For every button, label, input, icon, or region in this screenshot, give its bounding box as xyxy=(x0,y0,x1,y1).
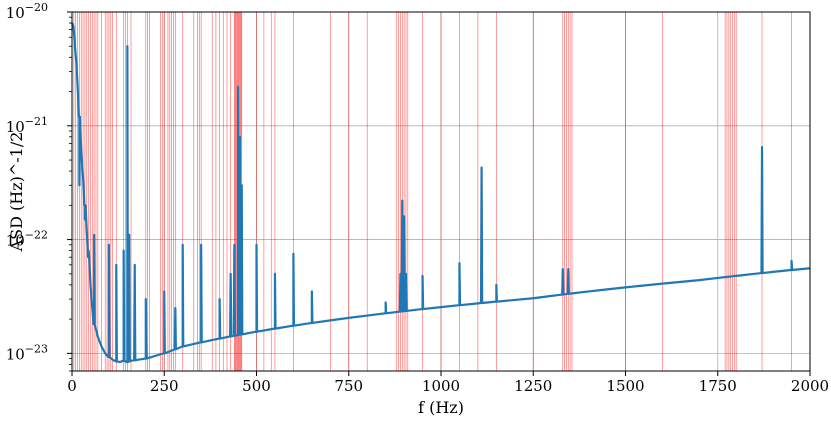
x-axis-label: f (Hz) xyxy=(418,398,464,417)
y-tick-label: 10−20 xyxy=(6,1,48,22)
x-tick-label: 1250 xyxy=(514,377,552,395)
y-tick-label: 10−21 xyxy=(6,115,48,136)
y-tick-label: 10−23 xyxy=(6,342,48,363)
y-tick-label: 10−22 xyxy=(6,229,48,250)
asd-series-line xyxy=(71,22,811,364)
x-tick-label: 500 xyxy=(242,377,271,395)
x-tick-label: 1000 xyxy=(422,377,460,395)
y-axis-label: ASD (Hz)^-1/2 xyxy=(7,132,26,253)
x-tick-label: 1750 xyxy=(699,377,737,395)
x-tick-label: 750 xyxy=(334,377,363,395)
x-tick-label: 2000 xyxy=(791,377,829,395)
x-tick-label: 250 xyxy=(150,377,179,395)
x-tick-label: 0 xyxy=(67,377,77,395)
x-tick-label: 1500 xyxy=(606,377,644,395)
